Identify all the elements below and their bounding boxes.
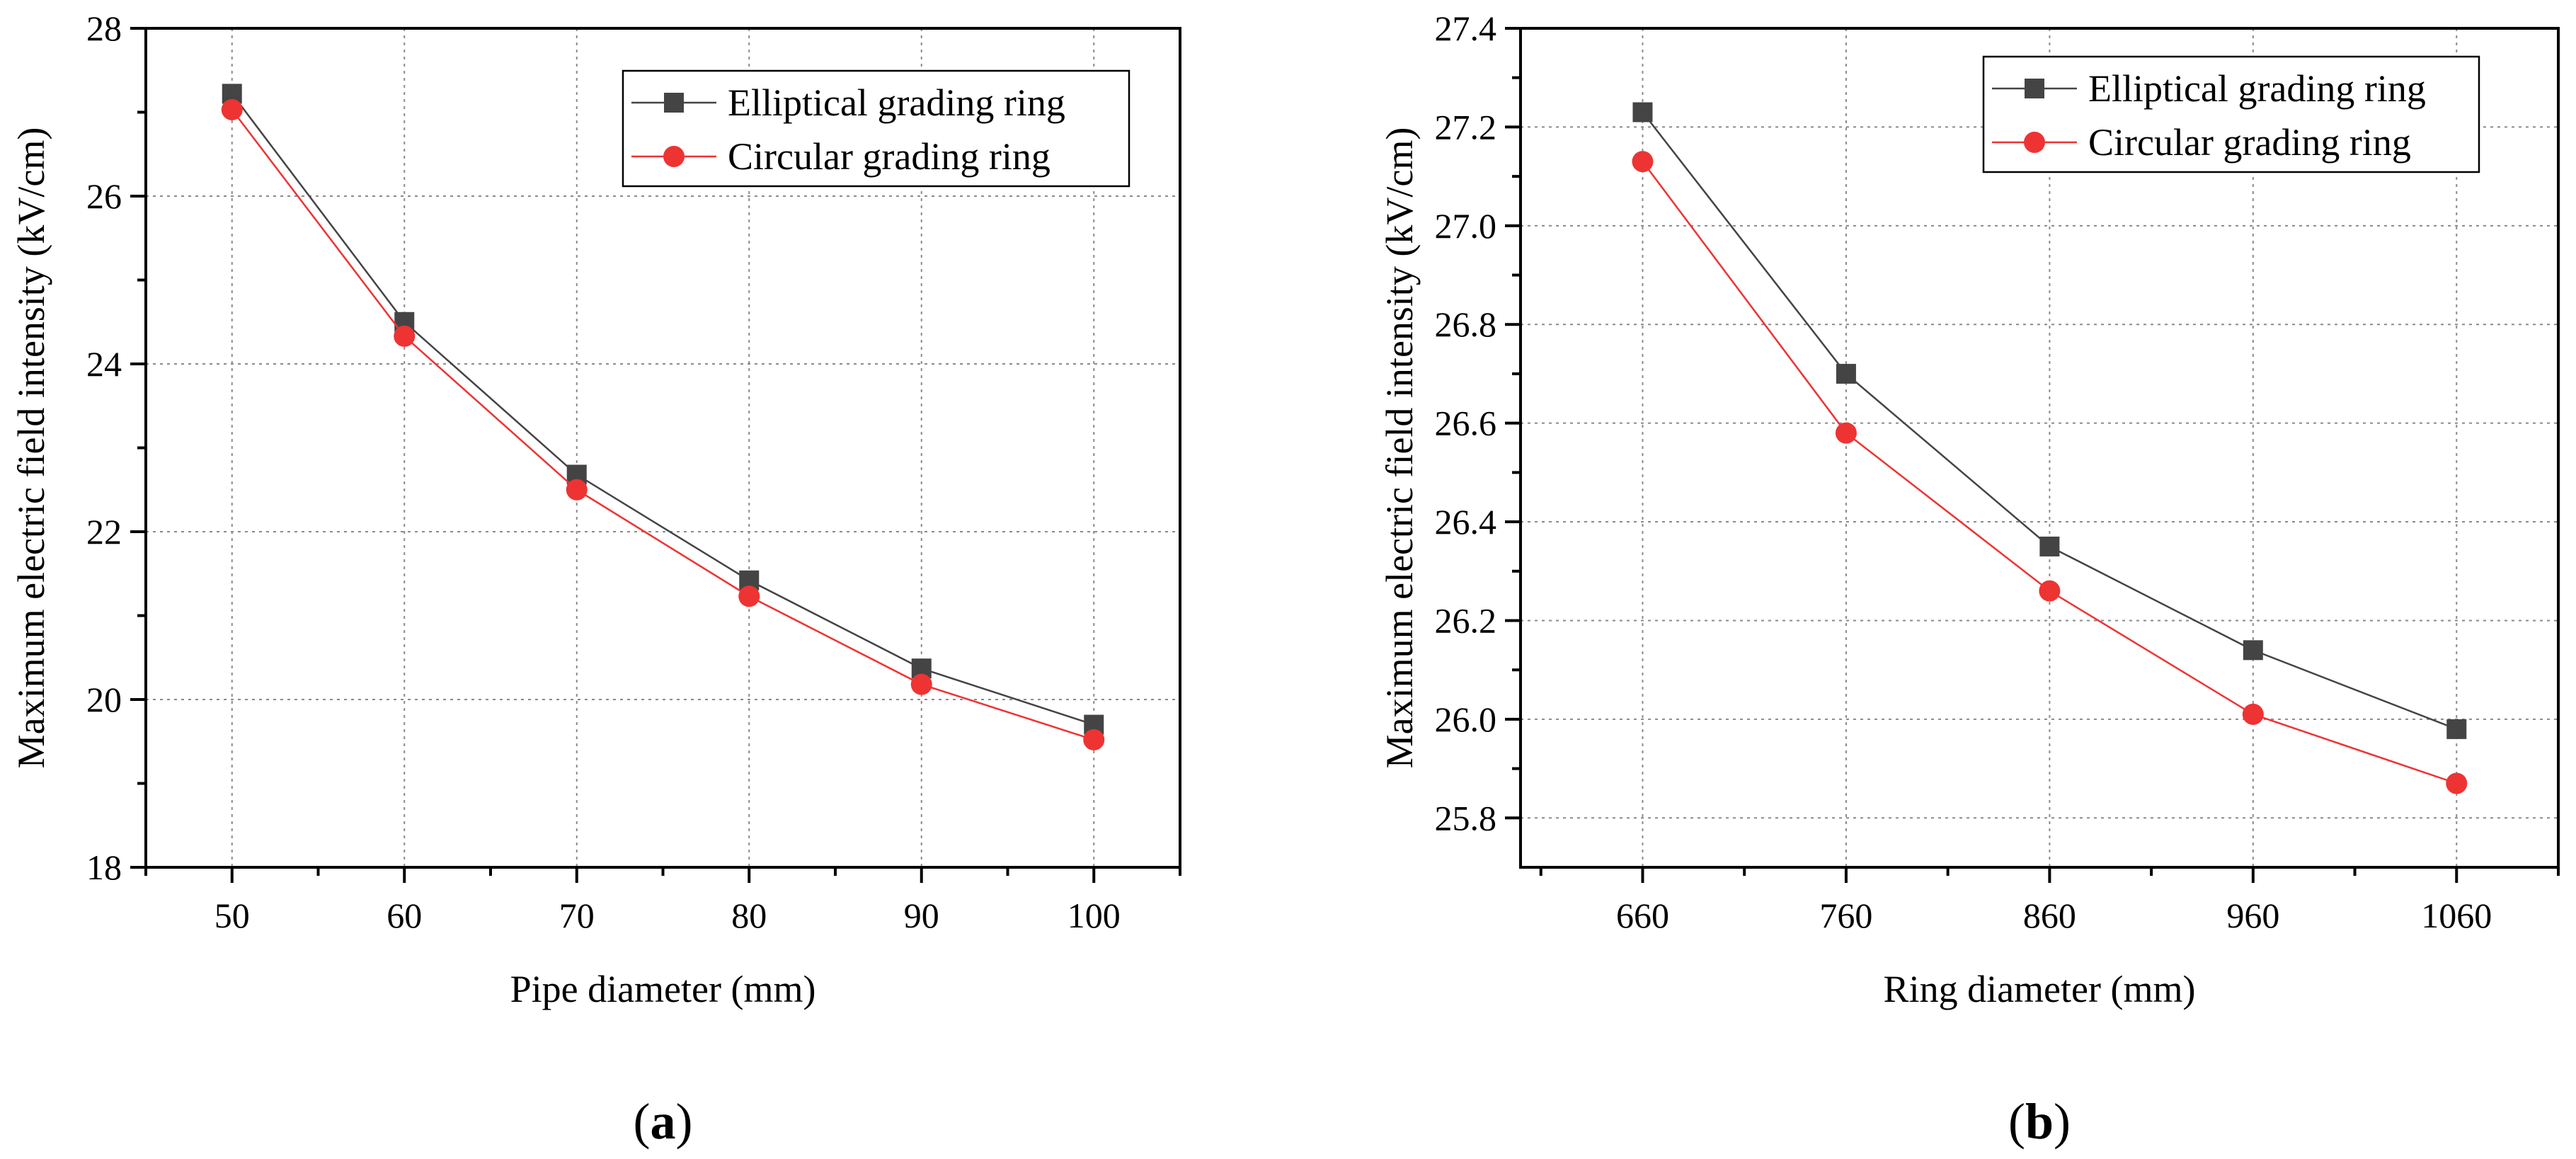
x-tick-label: 60: [387, 896, 422, 935]
x-tick-label: 100: [1067, 896, 1121, 935]
series-line-elliptical: [1642, 111, 2457, 730]
data-point-circular: [910, 673, 932, 695]
legend-label-elliptical: Elliptical grading ring: [728, 81, 1065, 124]
panel-label: (a): [634, 1093, 693, 1150]
panel-label-open: (: [634, 1093, 651, 1150]
x-axis-title: Pipe diameter (mm): [510, 968, 816, 1010]
panel-label-open: (: [2008, 1093, 2025, 1150]
legend-marker-elliptical: [664, 93, 684, 113]
y-tick-label: 26.0: [1435, 700, 1497, 739]
x-tick-label: 70: [559, 896, 595, 935]
x-tick-label: 760: [1819, 896, 1872, 935]
legend-label-circular: Circular grading ring: [728, 135, 1051, 178]
legend-marker-circular: [2024, 132, 2045, 153]
data-point-elliptical: [1632, 102, 1653, 122]
data-point-elliptical: [1836, 363, 1856, 384]
x-tick-label: 960: [2226, 896, 2279, 935]
panel-label-letter: a: [651, 1093, 676, 1150]
y-axis-title: Maximum electric field intensity (kV/cm): [10, 127, 52, 769]
y-tick-label: 27.0: [1435, 206, 1497, 246]
series-line-circular: [231, 109, 1094, 741]
legend-marker-circular: [663, 146, 685, 167]
legend-box: [622, 69, 1130, 188]
data-point-circular: [1632, 151, 1654, 173]
legend-label-elliptical: Elliptical grading ring: [2088, 67, 2426, 110]
y-tick-label: 22: [86, 512, 122, 552]
panel-label-close: ): [2054, 1093, 2071, 1150]
legend-marker-elliptical: [2025, 79, 2044, 98]
plot-frame: [1519, 27, 2560, 869]
panel-label-letter: b: [2025, 1093, 2054, 1150]
data-point-circular: [566, 479, 588, 501]
data-point-circular: [221, 98, 243, 120]
legend: Elliptical grading ring Circular grading …: [1982, 55, 2480, 173]
data-point-elliptical: [2039, 536, 2060, 556]
data-point-circular: [2446, 772, 2468, 794]
data-point-circular: [738, 586, 760, 607]
x-tick-label: 90: [904, 896, 939, 935]
panel-label: (b): [2008, 1093, 2071, 1150]
x-tick-label: 80: [731, 896, 767, 935]
y-tick-label: 26.8: [1435, 304, 1497, 344]
x-tick-label: 50: [214, 896, 250, 935]
panel-label-close: ): [676, 1093, 693, 1150]
y-tick-label: 26.4: [1435, 502, 1497, 542]
y-tick-label: 20: [86, 680, 122, 719]
y-tick-label: 27.4: [1435, 8, 1497, 48]
data-point-circular: [1835, 422, 1857, 444]
legend-box: [1982, 55, 2480, 173]
series-line-circular: [1642, 161, 2457, 784]
chart-panel-2: 660 760 860 960 1060 25.8 26.0 26.2 26.4 26.6 26.8…: [1378, 8, 2560, 1150]
data-point-circular: [2242, 703, 2264, 725]
y-tick-label: 25.8: [1435, 798, 1497, 838]
y-tick-label: 26: [86, 176, 122, 216]
x-tick-label: 660: [1616, 896, 1669, 935]
x-tick-label: 1060: [2421, 896, 2492, 935]
y-tick-label: 28: [86, 8, 122, 48]
chart-panel-1: 50 60 70 80 90 100 18 20 22 24 26 28 Pipe diameter (…: [10, 8, 1181, 1150]
y-tick-label: 18: [86, 847, 122, 887]
data-point-circular: [394, 325, 416, 347]
y-axis-title: Maximum electric field intensity (kV/cm): [1378, 127, 1421, 769]
data-point-circular: [2039, 580, 2061, 602]
series-line-elliptical: [231, 93, 1094, 726]
y-tick-label: 26.2: [1435, 600, 1497, 640]
data-point-elliptical: [2446, 719, 2467, 739]
legend: Elliptical grading ring Circular grading …: [622, 69, 1130, 188]
y-tick-label: 27.2: [1435, 107, 1497, 147]
y-tick-label: 26.6: [1435, 404, 1497, 443]
legend-label-circular: Circular grading ring: [2088, 121, 2411, 164]
x-axis-title: Ring diameter (mm): [1884, 968, 2196, 1010]
data-point-circular: [1083, 729, 1105, 750]
y-tick-label: 24: [86, 344, 122, 384]
data-point-elliptical: [2243, 640, 2263, 661]
x-tick-label: 860: [2023, 896, 2076, 935]
